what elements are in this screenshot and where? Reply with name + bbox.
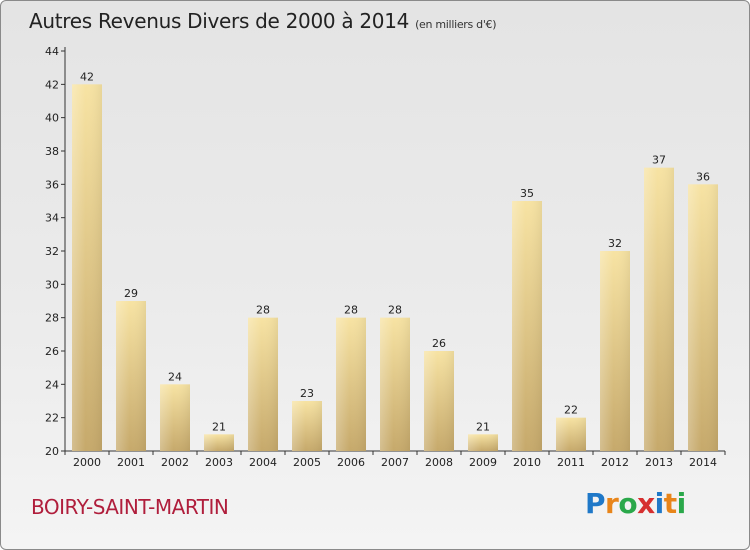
y-tick-label: 38 (45, 145, 59, 158)
bar-value-label: 35 (520, 187, 534, 200)
x-tick-label: 2012 (601, 456, 629, 469)
bar-shine (468, 434, 498, 451)
bar-shine (380, 317, 410, 451)
bar-shine (292, 401, 322, 451)
logo-letter: t (663, 487, 677, 520)
proxiti-logo: Proxiti (585, 487, 686, 520)
y-tick-label: 24 (45, 378, 59, 391)
x-tick-label: 2005 (293, 456, 321, 469)
bar-shine (512, 201, 542, 451)
value-labels: 42 29 24 21 28 23 28 28 26 21 35 22 32 37 36 (80, 70, 710, 433)
chart-title-main: Autres Revenus Divers de 2000 à 2014 (29, 9, 410, 33)
y-tick-label: 40 (45, 112, 59, 125)
y-tick-label: 22 (45, 412, 59, 425)
chart-title-unit: (en milliers d'€) (415, 18, 497, 31)
chart-title: Autres Revenus Divers de 2000 à 2014 (en … (29, 9, 497, 33)
bar-value-label: 21 (212, 420, 226, 433)
bar-value-label: 23 (300, 387, 314, 400)
x-tick-label: 2001 (117, 456, 145, 469)
y-tick-label: 30 (45, 278, 59, 291)
bar-shine (116, 301, 146, 451)
bar-shine (600, 251, 630, 451)
bar-value-label: 28 (344, 304, 358, 317)
bars (72, 84, 718, 452)
y-tick-label: 28 (45, 312, 59, 325)
bar-shine (248, 317, 278, 451)
x-tick-label: 2003 (205, 456, 233, 469)
x-tick-label: 2002 (161, 456, 189, 469)
bar-shine (424, 351, 454, 451)
x-tick-label: 2006 (337, 456, 365, 469)
y-tick-label: 20 (45, 445, 59, 458)
logo-letter: i (676, 487, 687, 520)
x-tick-label: 2009 (469, 456, 497, 469)
x-tick-label: 2008 (425, 456, 453, 469)
x-tick-label: 2007 (381, 456, 409, 469)
logo-letter: r (605, 487, 619, 520)
commune-name: BOIRY-SAINT-MARTIN (31, 495, 229, 519)
bar-shine (160, 384, 190, 451)
y-tick-label: 26 (45, 345, 59, 358)
bar-value-label: 36 (696, 170, 710, 183)
bar-shine (644, 167, 674, 451)
bar-value-label: 21 (476, 420, 490, 433)
bar-shine (336, 317, 366, 451)
bar-value-label: 28 (388, 304, 402, 317)
bar-value-label: 22 (564, 404, 578, 417)
x-tick-label: 2014 (689, 456, 717, 469)
bar-value-label: 24 (168, 370, 182, 383)
bar-value-label: 29 (124, 287, 138, 300)
y-tick-label: 36 (45, 178, 59, 191)
bar-value-label: 37 (652, 154, 666, 167)
y-tick-label: 32 (45, 245, 59, 258)
bar-shine (556, 417, 586, 451)
x-tick-label: 2011 (557, 456, 585, 469)
x-tick-label: 2004 (249, 456, 277, 469)
x-tick-label: 2013 (645, 456, 673, 469)
logo-letter: i (654, 487, 665, 520)
logo-letter: x (637, 487, 655, 520)
y-tick-label: 44 (45, 45, 59, 58)
y-tick-label: 42 (45, 78, 59, 91)
logo-letter: o (618, 487, 638, 520)
bar-value-label: 26 (432, 337, 446, 350)
x-tick-label: 2010 (513, 456, 541, 469)
bar-shine (72, 84, 102, 451)
bar-shine (204, 434, 234, 451)
x-tick-label: 2000 (73, 456, 101, 469)
bar-value-label: 32 (608, 237, 622, 250)
bar-value-label: 42 (80, 70, 94, 83)
bar-shine (688, 184, 718, 452)
x-axis: 2000 2001 2002 2003 2004 2005 2006 2007 2008 2009… (64, 450, 726, 469)
y-tick-label: 34 (45, 212, 59, 225)
y-axis: 20 22 24 26 28 30 32 34 36 38 40 42 44 (45, 45, 66, 458)
logo-letter: P (585, 487, 606, 520)
bar-value-label: 28 (256, 304, 270, 317)
